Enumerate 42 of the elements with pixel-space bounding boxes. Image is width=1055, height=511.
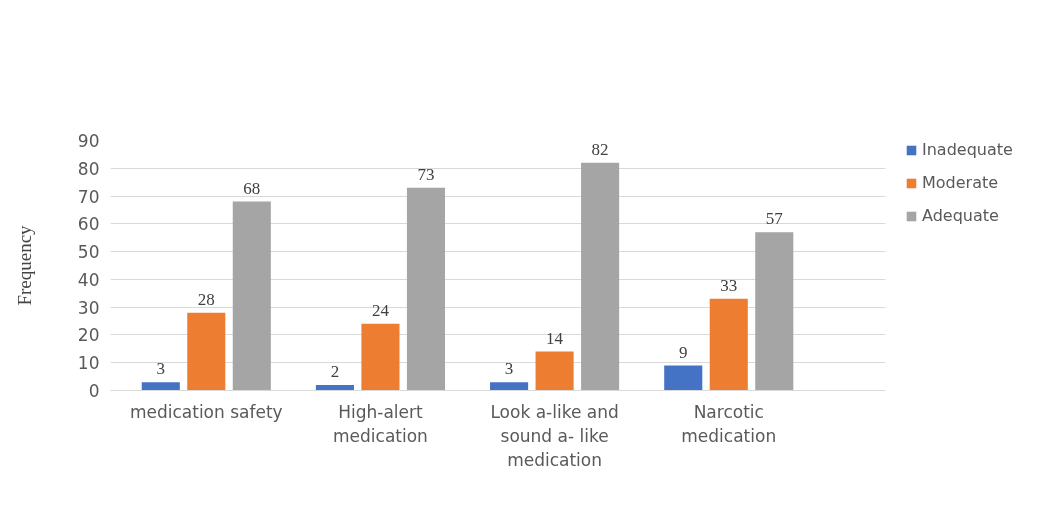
x-tick-label: Narcotic medication bbox=[681, 401, 777, 446]
bar bbox=[535, 351, 574, 391]
data-label: 9 bbox=[679, 342, 688, 362]
x-tick-label: High-alert medication bbox=[333, 401, 428, 446]
data-label: 14 bbox=[546, 328, 564, 348]
y-tick-label: 60 bbox=[77, 214, 100, 235]
data-label: 2 bbox=[330, 361, 340, 381]
y-tick-label: 50 bbox=[77, 242, 100, 263]
bar bbox=[709, 298, 748, 391]
data-label: 28 bbox=[197, 289, 215, 309]
y-tick-label: 0 bbox=[88, 381, 100, 401]
y-tick-label: 30 bbox=[77, 297, 100, 318]
bar bbox=[664, 365, 703, 391]
bar bbox=[490, 382, 529, 391]
bar bbox=[232, 201, 271, 391]
bar bbox=[141, 382, 180, 391]
y-tick-label: 40 bbox=[77, 269, 100, 290]
y-tick-label: 90 bbox=[77, 131, 100, 151]
legend-label: Moderate bbox=[922, 173, 999, 192]
x-tick-label: medication safety bbox=[129, 401, 283, 422]
bar bbox=[755, 232, 794, 391]
legend-label: Adequate bbox=[922, 206, 999, 225]
bar bbox=[581, 162, 620, 391]
data-label: 24 bbox=[371, 300, 390, 320]
x-tick-label: Look a-like and sound a- like medication bbox=[490, 401, 619, 470]
data-label: 73 bbox=[417, 164, 435, 184]
data-label: 3 bbox=[156, 359, 166, 379]
data-label: 57 bbox=[765, 209, 784, 229]
bar bbox=[406, 187, 445, 391]
y-tick-label: 20 bbox=[77, 325, 100, 346]
bar bbox=[315, 384, 354, 391]
data-label: 3 bbox=[504, 359, 514, 379]
data-label: 82 bbox=[591, 139, 609, 159]
y-tick-label: 10 bbox=[77, 353, 100, 374]
data-label: 68 bbox=[243, 178, 261, 198]
bar bbox=[361, 323, 400, 391]
y-tick-label: 80 bbox=[77, 158, 100, 179]
legend-label: Inadequate bbox=[922, 140, 1013, 159]
y-tick-label: 70 bbox=[77, 186, 100, 207]
bar bbox=[187, 312, 226, 391]
data-label: 33 bbox=[720, 275, 738, 295]
y-axis-title: Frequency bbox=[13, 224, 35, 306]
